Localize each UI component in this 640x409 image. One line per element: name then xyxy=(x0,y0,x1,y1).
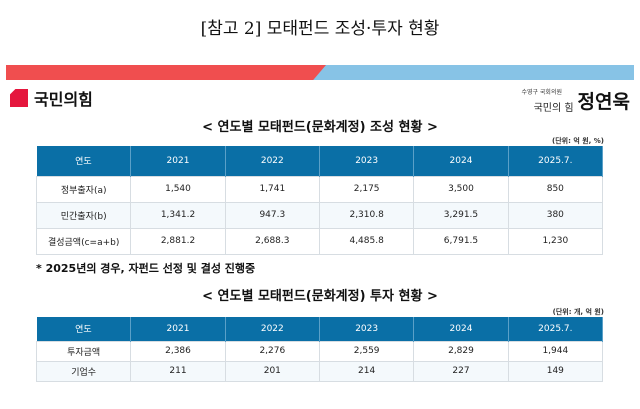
table-row: 민간출자(b) 1,341.2 947.3 2,310.8 3,291.5 38… xyxy=(35,201,604,229)
header-cell: 2022 xyxy=(225,317,320,341)
cell: 227 xyxy=(413,360,509,382)
cell: 2,829 xyxy=(413,340,509,362)
banner-stripe-red xyxy=(6,65,326,80)
cell: 2,881.2 xyxy=(130,227,226,255)
header-cell: 2021 xyxy=(130,317,226,341)
cell: 3,291.5 xyxy=(413,201,509,229)
header-cell: 연도 xyxy=(36,146,132,176)
table-header-row: 연도 2021 2022 2023 2024 2025.7. xyxy=(36,146,604,176)
row-label: 기업수 xyxy=(35,360,132,382)
member-district: 수영구 국회의원 xyxy=(521,89,562,96)
cell: 850 xyxy=(507,175,604,203)
member-name: 정연욱 xyxy=(577,91,630,113)
table2-unit: (단위: 개, 억 원) xyxy=(552,308,604,316)
cell: 1,944 xyxy=(507,340,604,362)
row-label: 정부출자(a) xyxy=(35,175,132,203)
table2-title: < 연도별 모태펀드(문화계정) 투자 현황 > xyxy=(202,289,438,304)
header-cell: 2022 xyxy=(225,146,320,176)
row-label: 투자금액 xyxy=(35,340,132,362)
member-party: 국민의 힘 xyxy=(533,103,574,114)
cell: 2,559 xyxy=(318,340,415,362)
cell: 2,386 xyxy=(130,340,226,362)
cell: 947.3 xyxy=(224,201,320,229)
cell: 3,500 xyxy=(413,175,509,203)
cell: 4,485.8 xyxy=(318,227,415,255)
cell: 1,230 xyxy=(507,227,604,255)
member-signature: 수영구 국회의원 국민의 힘 정연욱 xyxy=(521,87,630,114)
cell: 1,341.2 xyxy=(130,201,226,229)
table1-unit: (단위: 억 원, %) xyxy=(552,137,604,145)
header-cell: 2025.7. xyxy=(508,317,604,341)
cell: 2,310.8 xyxy=(318,201,415,229)
party-logo: 국민의힘 xyxy=(10,86,93,110)
fund-investment-table: 연도 2021 2022 2023 2024 2025.7. 투자금액 2,38… xyxy=(35,317,604,382)
cell: 2,175 xyxy=(318,175,415,203)
table-row: 투자금액 2,386 2,276 2,559 2,829 1,944 xyxy=(35,340,604,362)
table1-title: < 연도별 모태펀드(문화계정) 조성 현황 > xyxy=(202,120,438,135)
party-logo-text: 국민의힘 xyxy=(34,90,93,109)
cell: 201 xyxy=(224,360,320,382)
footnote: * 2025년의 경우, 자펀드 선정 및 결성 진행중 xyxy=(36,262,256,275)
cell: 211 xyxy=(130,360,226,382)
row-label: 결성금액(c=a+b) xyxy=(35,227,132,255)
header-cell: 2024 xyxy=(413,317,509,341)
table-row: 정부출자(a) 1,540 1,741 2,175 3,500 850 xyxy=(35,175,604,203)
cell: 1,540 xyxy=(130,175,226,203)
fund-formation-table: 연도 2021 2022 2023 2024 2025.7. 정부출자(a) 1… xyxy=(35,146,604,255)
header-cell: 2021 xyxy=(130,146,226,176)
row-label: 민간출자(b) xyxy=(35,201,132,229)
header-cell: 2025.7. xyxy=(508,146,604,176)
cell: 2,688.3 xyxy=(224,227,320,255)
header-cell: 2024 xyxy=(413,146,509,176)
cell: 1,741 xyxy=(224,175,320,203)
header-cell: 2023 xyxy=(319,317,415,341)
party-logo-mark-icon xyxy=(10,89,28,107)
cell: 149 xyxy=(507,360,604,382)
table-row: 기업수 211 201 214 227 149 xyxy=(35,360,604,382)
cell: 214 xyxy=(318,360,415,382)
header-cell: 연도 xyxy=(36,317,132,341)
document-title: [참고 2] 모태펀드 조성·투자 현황 xyxy=(200,19,440,39)
cell: 2,276 xyxy=(224,340,320,362)
header-cell: 2023 xyxy=(319,146,415,176)
table-row: 결성금액(c=a+b) 2,881.2 2,688.3 4,485.8 6,79… xyxy=(35,227,604,255)
table-header-row: 연도 2021 2022 2023 2024 2025.7. xyxy=(36,317,604,341)
cell: 380 xyxy=(507,201,604,229)
cell: 6,791.5 xyxy=(413,227,509,255)
